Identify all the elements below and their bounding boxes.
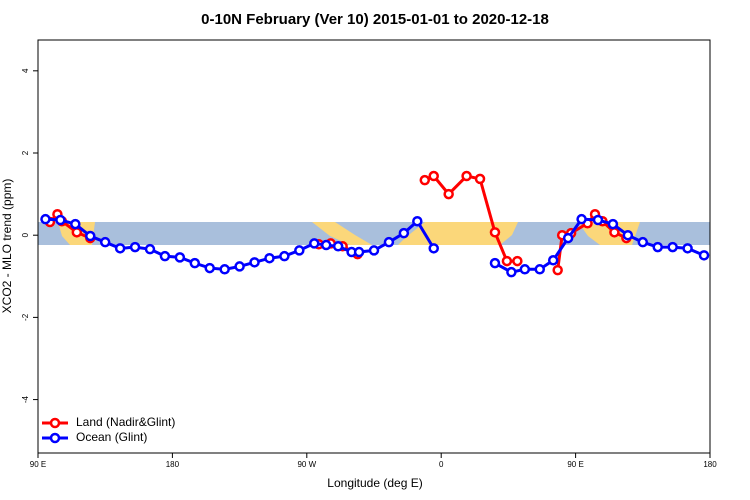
legend-marker bbox=[49, 417, 61, 429]
data-point bbox=[114, 243, 126, 254]
y-tick-label: -4 bbox=[21, 395, 30, 403]
x-tick-label: 90 E bbox=[567, 460, 583, 469]
data-point bbox=[534, 264, 546, 275]
data-point bbox=[353, 246, 365, 258]
data-point bbox=[428, 170, 439, 182]
legend-label: Ocean (Glint) bbox=[76, 430, 147, 444]
data-point bbox=[71, 227, 83, 238]
x-tick-label: 90 E bbox=[30, 460, 46, 469]
data-point bbox=[40, 213, 51, 225]
data-point bbox=[234, 261, 245, 272]
data-point bbox=[461, 170, 472, 182]
data-point bbox=[320, 239, 332, 251]
x-axis-label: Longitude (deg E) bbox=[327, 476, 422, 490]
data-point bbox=[489, 227, 501, 238]
data-point bbox=[419, 174, 431, 186]
data-point bbox=[512, 255, 523, 267]
data-point bbox=[189, 257, 201, 269]
chart-title: 0-10N February (Ver 10) 2015-01-01 to 20… bbox=[201, 11, 549, 28]
data-point bbox=[294, 245, 305, 256]
data-point bbox=[428, 243, 439, 254]
data-point bbox=[506, 266, 517, 278]
data-point bbox=[637, 236, 649, 248]
data-point bbox=[609, 227, 620, 238]
data-point bbox=[622, 229, 634, 241]
data-point bbox=[264, 252, 275, 264]
data-point bbox=[552, 264, 563, 276]
data-point bbox=[607, 218, 619, 230]
plot-frame bbox=[37, 39, 711, 454]
data-point bbox=[174, 252, 186, 263]
ocean-band bbox=[38, 222, 710, 245]
data-point bbox=[501, 255, 513, 267]
data-point bbox=[368, 245, 380, 256]
data-point bbox=[698, 250, 710, 261]
data-point bbox=[279, 250, 290, 262]
data-point bbox=[332, 241, 344, 252]
y-axis-label: XCO2 - MLO trend (ppm) bbox=[0, 179, 14, 314]
data-point bbox=[309, 238, 320, 249]
data-point bbox=[144, 243, 156, 255]
data-point bbox=[519, 264, 531, 275]
x-tick-label: 90 W bbox=[297, 460, 316, 469]
data-point bbox=[70, 218, 81, 230]
data-point bbox=[159, 250, 171, 262]
data-point bbox=[443, 188, 454, 200]
x-tick-label: 180 bbox=[703, 460, 717, 469]
y-tick-label: 4 bbox=[21, 68, 30, 73]
data-point bbox=[562, 232, 574, 244]
data-point bbox=[592, 214, 604, 226]
data-point bbox=[398, 227, 410, 239]
data-point bbox=[129, 241, 141, 253]
data-point bbox=[55, 214, 66, 226]
y-tick-label: 0 bbox=[21, 232, 30, 237]
data-point bbox=[249, 257, 260, 268]
legend-label: Land (Nadir&Glint) bbox=[76, 415, 175, 429]
legend-marker bbox=[49, 432, 61, 444]
data-point bbox=[667, 241, 678, 253]
data-point bbox=[219, 264, 230, 275]
data-point bbox=[474, 173, 486, 185]
data-point bbox=[383, 236, 395, 248]
y-tick-label: 2 bbox=[21, 150, 30, 155]
data-point bbox=[85, 230, 96, 242]
y-tick-label: -2 bbox=[21, 313, 30, 321]
land bbox=[312, 222, 372, 245]
data-point bbox=[682, 243, 693, 254]
data-point bbox=[576, 213, 587, 225]
data-point bbox=[547, 255, 559, 266]
data-point bbox=[412, 215, 423, 227]
data-point bbox=[489, 257, 501, 269]
x-tick-label: 180 bbox=[166, 460, 180, 469]
data-point bbox=[652, 241, 663, 253]
data-point bbox=[204, 262, 215, 274]
data-point bbox=[99, 236, 111, 248]
x-tick-label: 0 bbox=[439, 460, 444, 469]
